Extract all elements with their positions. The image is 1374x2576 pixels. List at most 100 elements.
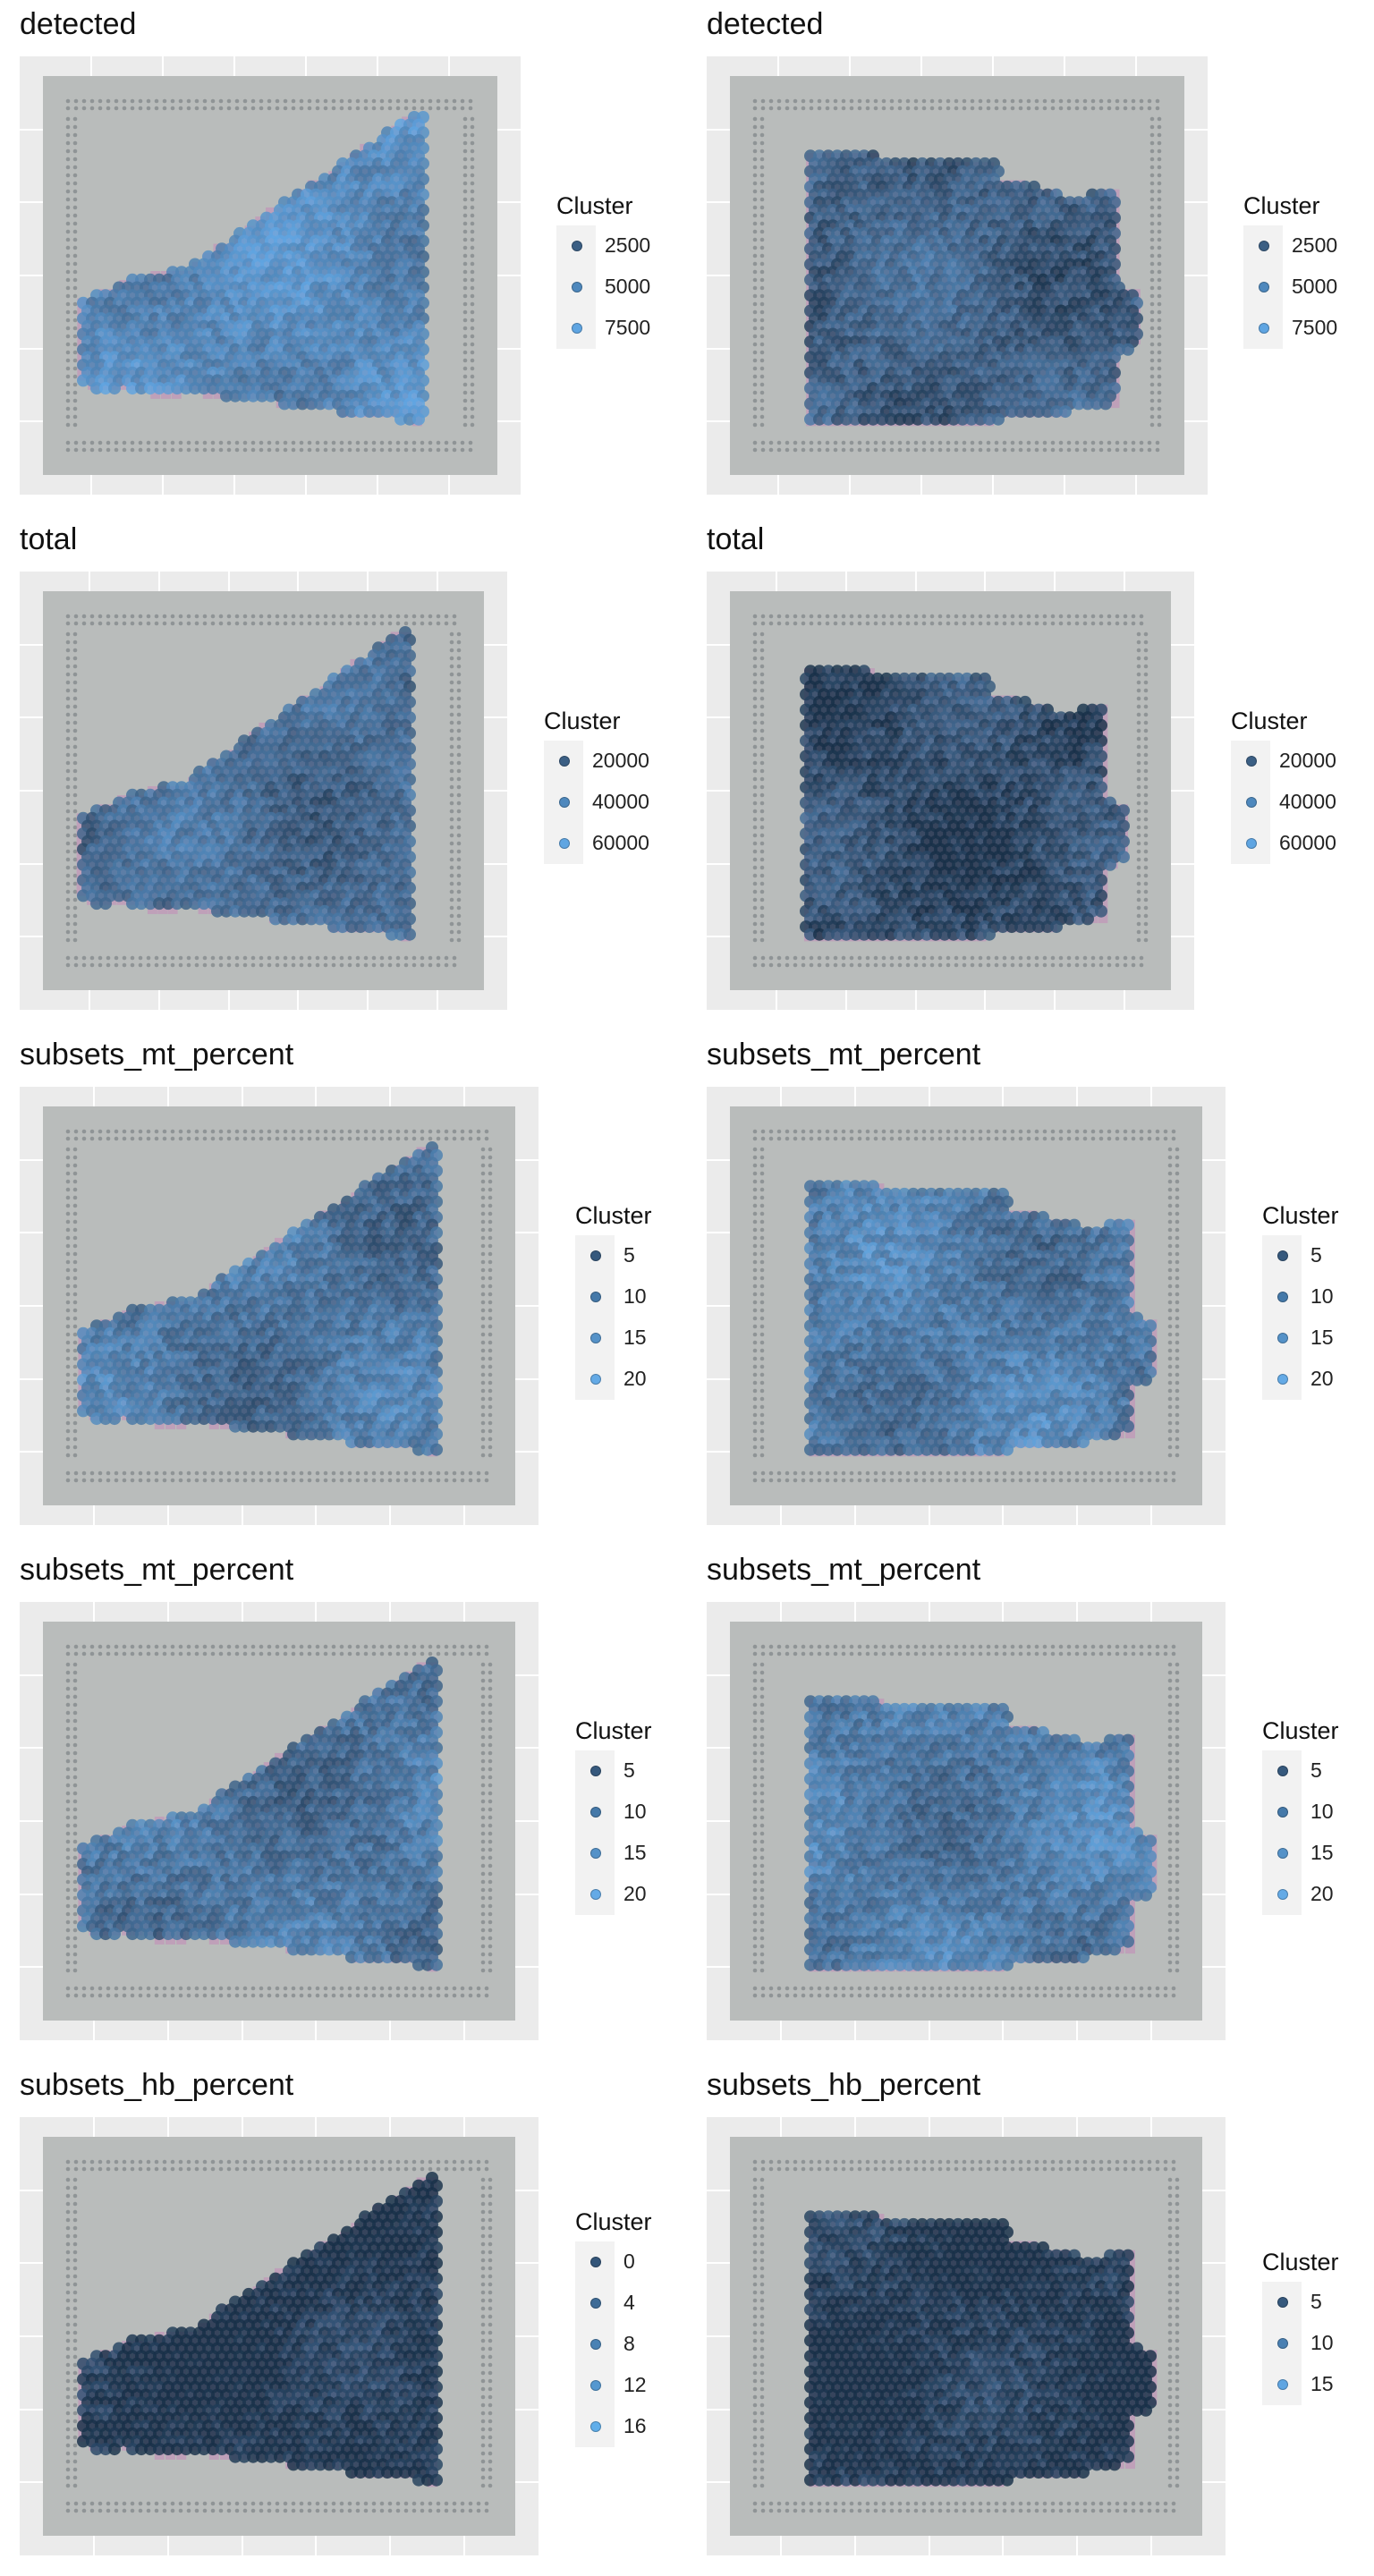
fiducial-dot <box>1149 318 1155 323</box>
fiducial-dot <box>1066 447 1072 453</box>
fiducial-dot <box>250 962 256 968</box>
fiducial-dot <box>72 744 78 750</box>
fiducial-dot <box>403 955 409 961</box>
fiducial-dot <box>170 447 175 453</box>
fiducial-dot <box>65 656 71 661</box>
fiducial-dot <box>138 614 143 619</box>
fiducial-dot <box>768 98 774 104</box>
fiducial-dot <box>921 447 927 453</box>
fiducial-dot <box>470 173 475 178</box>
spot <box>278 397 291 411</box>
fiducial-dot <box>122 962 127 968</box>
fiducial-dot <box>178 447 183 453</box>
fiducial-dot <box>970 98 975 104</box>
fiducial-dot <box>122 621 127 626</box>
spot <box>894 412 906 426</box>
fiducial-dot <box>72 873 78 878</box>
legend-keys: 2500 5000 7500 <box>556 225 650 349</box>
fiducial-dot <box>122 614 127 619</box>
fiducial-dot <box>138 621 143 626</box>
fiducial-dot <box>470 398 475 403</box>
fiducial-dot <box>114 440 119 445</box>
fiducial-dot <box>1107 440 1112 445</box>
fiducial-dot <box>72 736 78 741</box>
fiducial-dot <box>267 621 272 626</box>
fiducial-dot <box>138 98 143 104</box>
fiducial-dot <box>170 614 175 619</box>
fiducial-dot <box>331 614 336 619</box>
fiducial-dot <box>210 614 216 619</box>
fiducial-dot <box>363 614 369 619</box>
fiducial-dot <box>355 98 360 104</box>
fiducial-dot <box>170 106 175 111</box>
fiducial-dot <box>106 962 111 968</box>
fiducial-dot <box>456 784 462 790</box>
fiducial-dot <box>65 261 71 267</box>
fiducial-dot <box>1026 447 1031 453</box>
fiducial-dot <box>752 414 758 419</box>
fiducial-dot <box>937 98 943 104</box>
fiducial-dot <box>403 614 409 619</box>
fiducial-dot <box>470 414 475 419</box>
fiducial-dot <box>162 447 167 453</box>
fiducial-dot <box>339 447 344 453</box>
fiducial-dot <box>452 614 457 619</box>
fiducial-dot <box>65 712 71 717</box>
fiducial-dot <box>1139 447 1144 453</box>
fiducial-dot <box>98 447 103 453</box>
fiducial-dot <box>1131 98 1136 104</box>
fiducial-dot <box>186 440 191 445</box>
fiducial-dot <box>65 334 71 339</box>
fiducial-dot <box>456 672 462 677</box>
spot <box>198 382 210 395</box>
legend-label: 5000 <box>605 275 650 299</box>
fiducial-dot <box>449 897 454 902</box>
spot <box>858 412 870 426</box>
fiducial-dot <box>65 792 71 798</box>
fiducial-dot <box>913 106 919 111</box>
fiducial-dot <box>470 189 475 194</box>
fiducial-dot <box>752 334 758 339</box>
fiducial-dot <box>1157 229 1162 234</box>
fiducial-dot <box>1107 106 1112 111</box>
fiducial-dot <box>146 614 151 619</box>
fiducial-dot <box>752 358 758 363</box>
fiducial-dot <box>1157 116 1162 122</box>
fiducial-dot <box>395 955 401 961</box>
fiducial-dot <box>65 937 71 943</box>
fiducial-dot <box>913 447 919 453</box>
fiducial-dot <box>994 98 999 104</box>
fiducial-dot <box>420 447 425 453</box>
fiducial-dot <box>81 106 87 111</box>
fiducial-dot <box>1066 98 1072 104</box>
fiducial-dot <box>759 205 765 210</box>
fiducial-dot <box>178 614 183 619</box>
fiducial-dot <box>72 937 78 943</box>
fiducial-dot <box>752 406 758 411</box>
fiducial-dot <box>470 285 475 291</box>
fiducial-dot <box>1131 440 1136 445</box>
fiducial-dot <box>760 447 766 453</box>
fiducial-dot <box>226 447 232 453</box>
fiducial-dot <box>72 656 78 661</box>
tissue-patch <box>266 207 276 217</box>
fiducial-dot <box>986 447 991 453</box>
fiducial-dot <box>65 614 71 619</box>
fiducial-dot <box>72 293 78 299</box>
fiducial-dot <box>1149 358 1155 363</box>
fiducial-dot <box>449 664 454 669</box>
fiducial-dot <box>114 447 119 453</box>
fiducial-dot <box>267 440 272 445</box>
fiducial-dot <box>841 447 846 453</box>
fiducial-dot <box>81 98 87 104</box>
fiducial-dot <box>275 440 280 445</box>
fiducial-dot <box>449 825 454 830</box>
fiducial-dot <box>905 447 911 453</box>
fiducial-dot <box>759 277 765 283</box>
fiducial-dot <box>146 447 151 453</box>
fiducial-dot <box>65 881 71 886</box>
spot <box>1050 405 1063 419</box>
legend: Cluster 2500 5000 7500 <box>1243 192 1337 349</box>
fiducial-dot <box>72 631 78 637</box>
fiducial-dot <box>436 447 441 453</box>
